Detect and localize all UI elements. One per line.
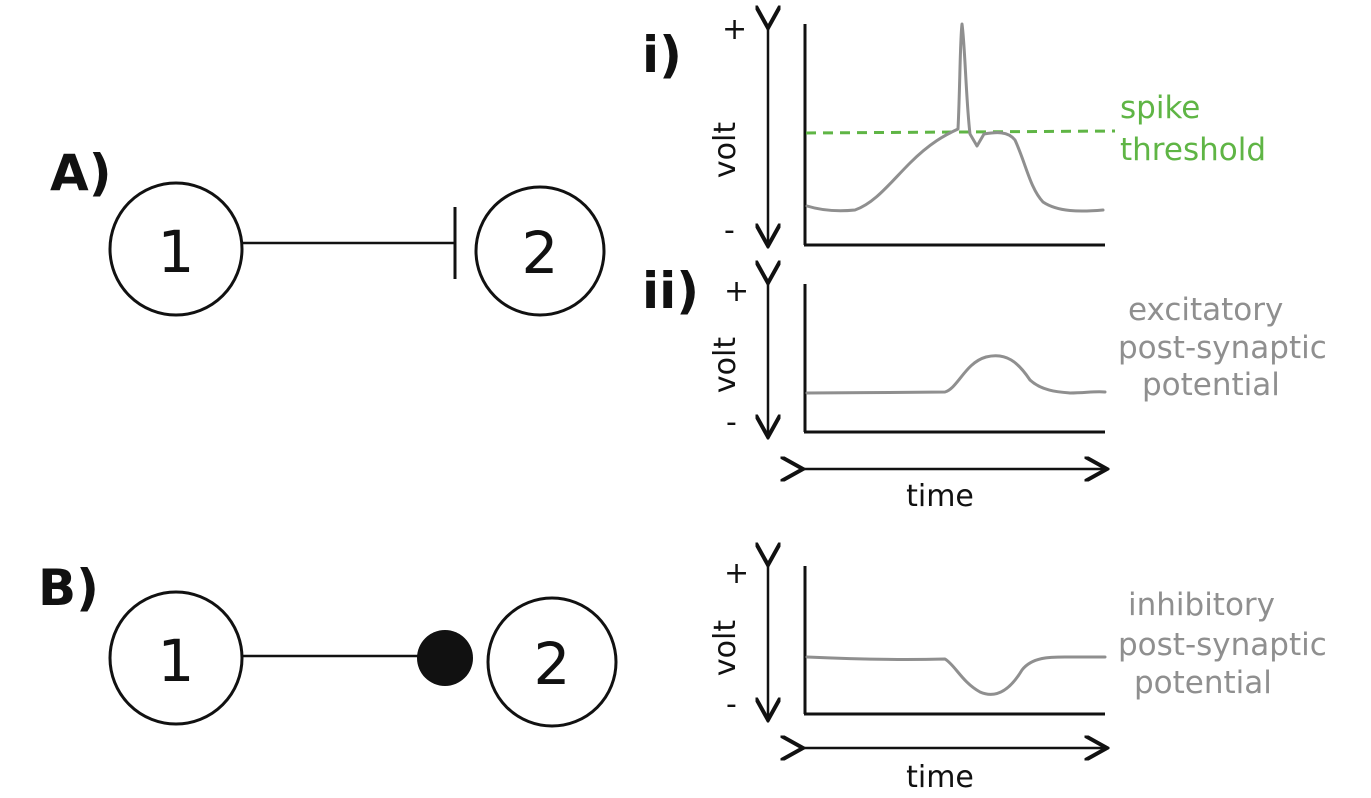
plot-i-label: i) [642, 26, 682, 84]
plot-ii-y-minus: - [726, 405, 737, 440]
plot-ii: ii) + - volt time excitatory post-synapt… [642, 262, 1327, 514]
plot-i-spike-trace [805, 22, 1105, 213]
panel-b-label: B) [38, 559, 99, 617]
plot-ii-note-line-1: excitatory [1128, 292, 1283, 328]
plot-ii-label: ii) [642, 262, 699, 320]
plot-i: i) + - volt spike threshold [642, 12, 1266, 248]
panel-a-neuron-2 [474, 185, 606, 317]
plot-b-note-line-3: potential [1134, 665, 1272, 701]
plot-b-y-label: volt [708, 620, 743, 676]
plot-ii-note-line-3: potential [1142, 367, 1280, 403]
plot-ii-epsp-trace [805, 354, 1107, 395]
plot-i-y-plus: + [722, 12, 747, 47]
panel-a: A) 1 2 [50, 144, 606, 317]
plot-b-y-plus: + [724, 556, 749, 591]
panel-a-label: A) [50, 144, 112, 202]
panel-b: B) 1 2 [38, 559, 618, 728]
panel-b-synaptic-terminal-dot [417, 630, 473, 686]
panel-a-neuron-1 [108, 181, 244, 317]
plot-ii-y-label: volt [708, 337, 743, 393]
panel-b-neuron-1-label: 1 [158, 627, 195, 695]
panel-b-neuron-2 [486, 596, 618, 728]
plot-i-y-label: volt [708, 122, 743, 178]
plot-ii-note-line-2: post-synaptic [1118, 330, 1327, 366]
plot-b-y-minus: - [726, 687, 737, 722]
panel-b-neuron-1 [108, 590, 244, 726]
plot-ii-time-label: time [906, 479, 974, 514]
plot-b-note-line-2: post-synaptic [1118, 627, 1327, 663]
plot-b-ipsp-trace [805, 655, 1107, 696]
plot-ii-y-plus: + [724, 274, 749, 309]
plot-b-time-label: time [906, 760, 974, 795]
plot-b-note-line-1: inhibitory [1128, 587, 1275, 623]
panel-a-neuron-2-label: 2 [522, 219, 559, 287]
plot-i-threshold-line [805, 129, 1116, 135]
plot-i-threshold-label-line-1: spike [1120, 90, 1200, 126]
panel-a-neuron-1-label: 1 [158, 218, 195, 286]
panel-b-neuron-2-label: 2 [534, 630, 571, 698]
plot-i-threshold-label-line-2: threshold [1120, 132, 1266, 168]
plot-i-y-minus: - [724, 213, 735, 248]
plot-b: + - volt time inhibitory post-synaptic p… [708, 556, 1327, 795]
